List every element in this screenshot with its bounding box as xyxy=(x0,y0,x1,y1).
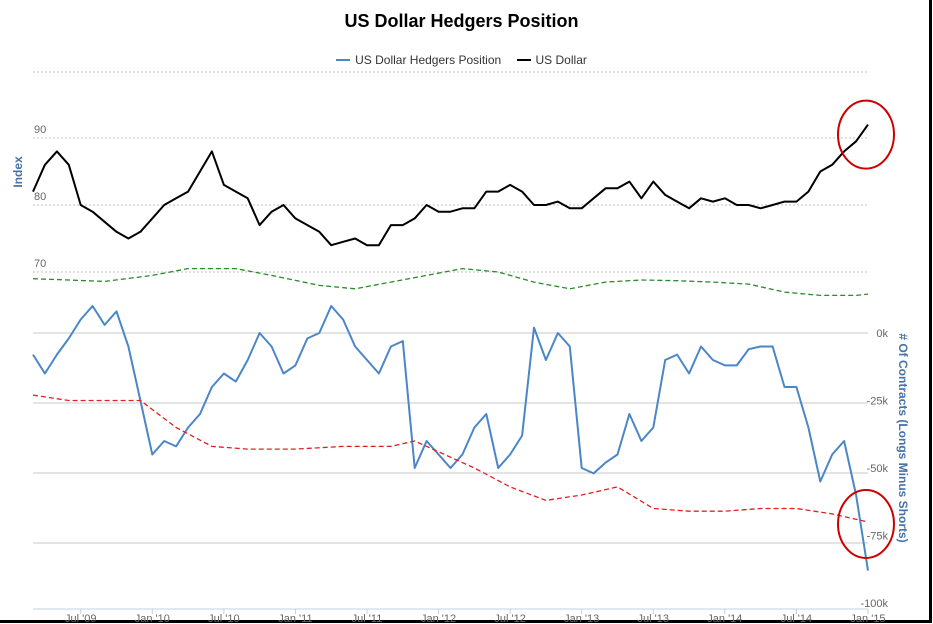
y-axis-title-index: Index xyxy=(11,156,25,188)
x-tick-label-5: Jan '12 xyxy=(421,613,456,624)
legend-label-hedgers: US Dollar Hedgers Position xyxy=(355,53,502,67)
annotation-circle-1 xyxy=(837,489,895,559)
y-tick-index-2: 90 xyxy=(34,124,46,136)
chart-legend: US Dollar Hedgers Position US Dollar xyxy=(0,50,923,67)
x-tick-label-6: Jul '12 xyxy=(494,613,525,624)
series-line-us-dollar xyxy=(32,124,869,247)
legend-swatch-dollar xyxy=(516,59,531,61)
y-tick-contracts-3: -75k xyxy=(867,531,889,543)
y-tick-contracts-4: -100k xyxy=(860,598,888,610)
y-tick-contracts-1: -25k xyxy=(867,396,889,408)
x-tick-label-2: Jul '10 xyxy=(208,613,239,624)
x-tick-label-11: Jan '15 xyxy=(850,613,885,624)
series-line-reference-2 xyxy=(32,267,869,297)
chart-title: US Dollar Hedgers Position xyxy=(344,11,579,31)
series-line-us-dollar-hedgers-position xyxy=(32,305,869,571)
x-tick-label-3: Jan '11 xyxy=(278,613,312,624)
series-line-reference-3 xyxy=(32,394,869,523)
y-axis-title-contracts: # Of Contracts (Longs Minus Shorts) xyxy=(896,333,910,542)
y-tick-index-1: 80 xyxy=(34,191,46,203)
x-tick-label-8: Jul '13 xyxy=(638,613,669,624)
legend-item-dollar[interactable]: US Dollar xyxy=(516,53,587,67)
x-tick-label-10: Jul '14 xyxy=(781,613,812,624)
legend-swatch-hedgers xyxy=(336,59,351,61)
y-tick-contracts-0: 0k xyxy=(876,328,888,340)
y-tick-index-0: 70 xyxy=(34,258,46,270)
legend-label-dollar: US Dollar xyxy=(535,53,587,67)
y-tick-contracts-2: -50k xyxy=(867,463,889,475)
legend-item-hedgers[interactable]: US Dollar Hedgers Position xyxy=(336,53,501,67)
x-tick-label-9: Jan '14 xyxy=(707,613,742,624)
x-tick-label-7: Jan '13 xyxy=(564,613,599,624)
x-tick-label-4: Jul '11 xyxy=(352,613,383,624)
x-tick-label-1: Jan '10 xyxy=(135,613,170,624)
annotation-circle-0 xyxy=(837,99,895,170)
x-tick-label-0: Jul '09 xyxy=(65,613,96,624)
